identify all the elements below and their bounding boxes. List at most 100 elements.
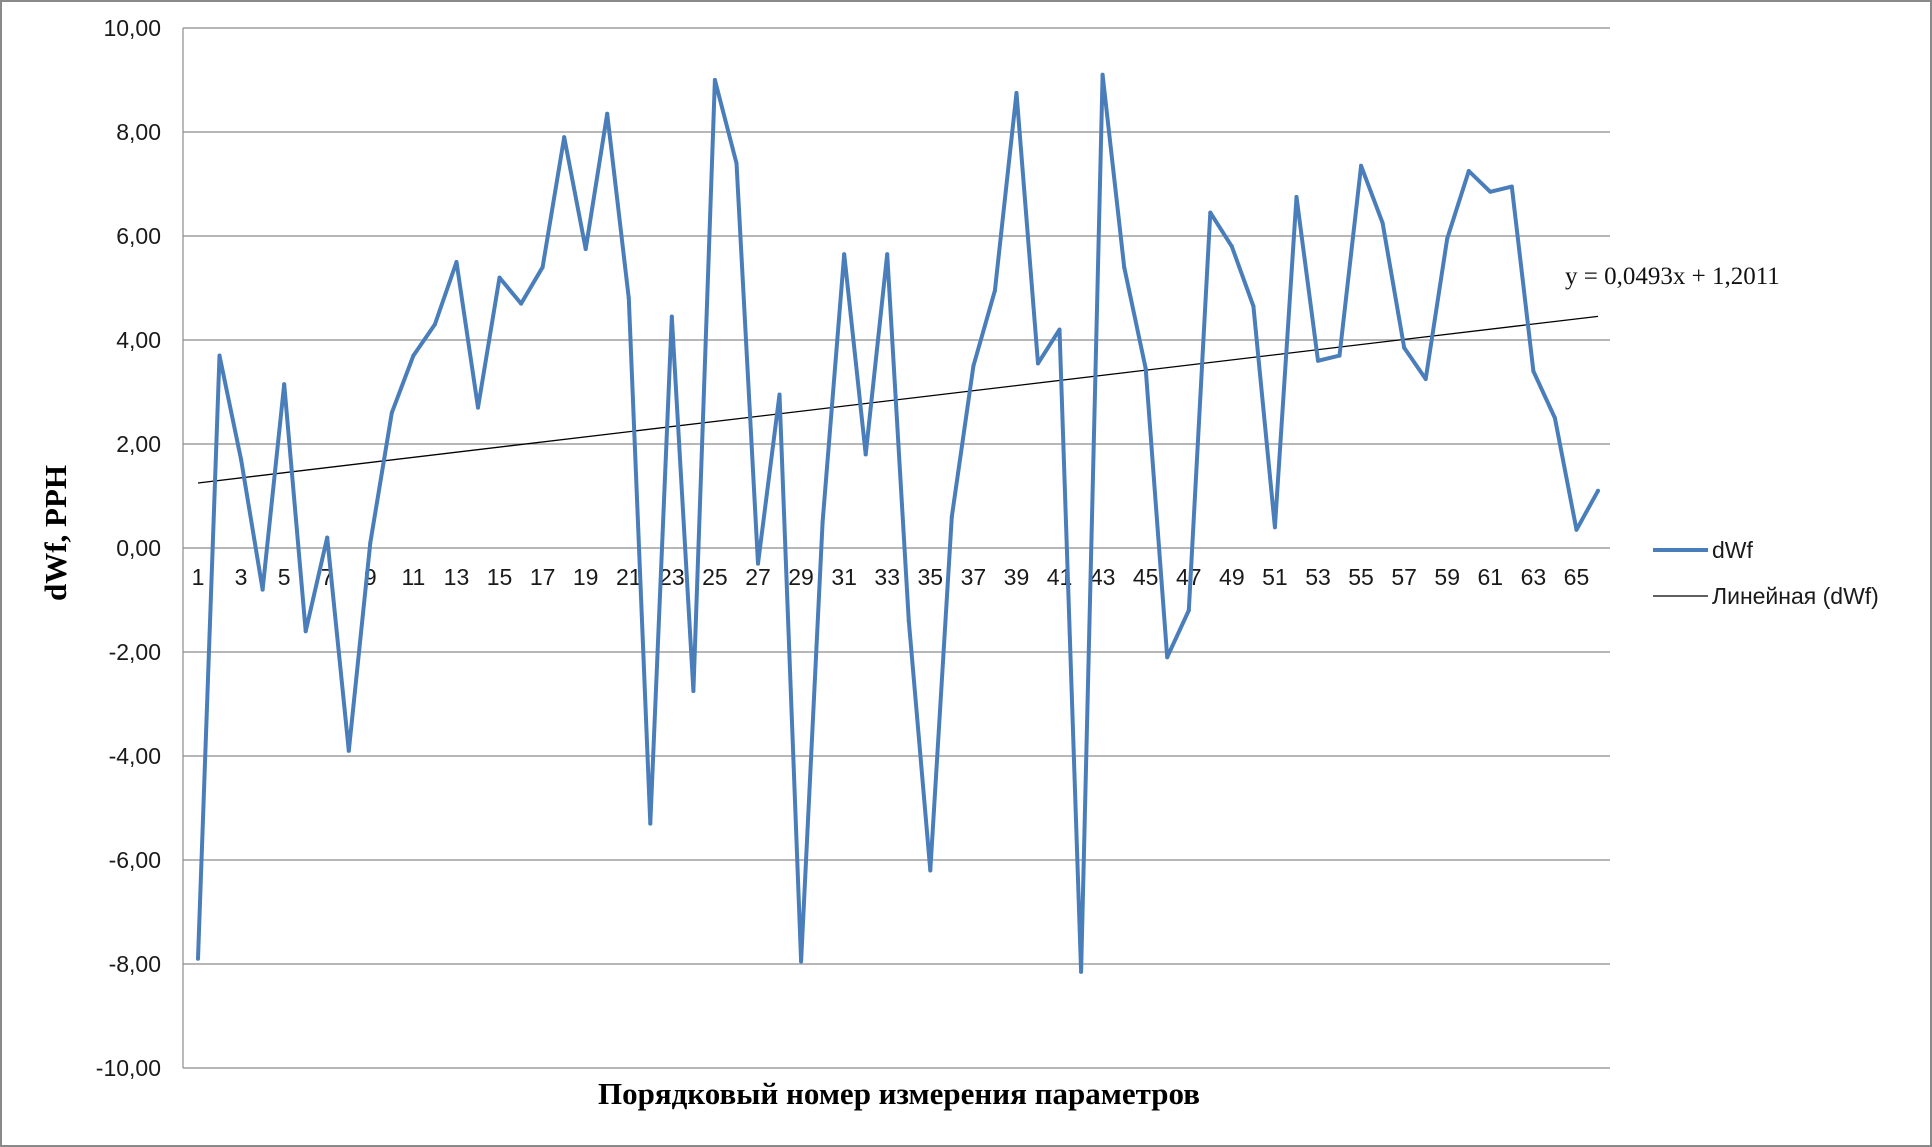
data-point	[1552, 416, 1557, 420]
x-tick-label: 21	[616, 564, 642, 590]
x-tick-label: 55	[1348, 564, 1374, 590]
y-tick-label: 4,00	[116, 327, 161, 353]
x-tick-label: 15	[487, 564, 513, 590]
data-point	[885, 252, 890, 257]
data-point	[303, 629, 308, 634]
y-tick-label: -10,00	[96, 1055, 161, 1081]
data-point	[734, 161, 739, 166]
data-point	[540, 265, 545, 270]
data-point	[1294, 195, 1299, 199]
data-point	[346, 748, 351, 753]
y-tick-label: -4,00	[109, 743, 161, 769]
trendline-equation: y = 0,0493x + 1,2011	[1565, 263, 1780, 290]
legend-label-dWf: dWf	[1712, 537, 1754, 563]
y-tick-label: -8,00	[109, 951, 161, 977]
data-point	[1143, 366, 1148, 371]
x-axis-title: Порядковый номер измерения параметров	[598, 1076, 1200, 1111]
y-tick-label: 0,00	[116, 535, 161, 561]
data-point	[669, 314, 674, 319]
y-tick-label: -2,00	[109, 639, 161, 665]
data-point	[1574, 527, 1579, 532]
x-tick-label: 43	[1090, 564, 1116, 590]
data-point	[1251, 304, 1256, 309]
data-point	[992, 288, 997, 293]
x-tick-label: 1	[192, 564, 205, 590]
grid-lines	[182, 27, 1610, 1069]
data-point	[971, 364, 976, 368]
x-tick-label: 57	[1391, 564, 1417, 590]
y-axis-title: dWf, PPH	[38, 465, 73, 601]
x-axis-ticks: 1 3 5 7 9 11 13 15 17 19 21 23 25 27 29 31 33 35 37 39 41 43 4…	[192, 564, 1590, 590]
x-tick-label: 35	[918, 564, 944, 590]
series-line-dWf	[196, 72, 1600, 974]
x-tick-label: 23	[659, 564, 685, 590]
data-point	[1531, 369, 1536, 374]
y-tick-label: -6,00	[109, 847, 161, 873]
data-point	[1423, 377, 1428, 381]
data-point	[1036, 361, 1040, 366]
x-tick-label: 17	[530, 564, 556, 590]
data-point	[820, 520, 825, 524]
data-point	[842, 252, 847, 257]
trendline	[197, 315, 1599, 484]
data-point	[712, 78, 717, 82]
data-point	[1488, 189, 1493, 194]
data-point	[1337, 353, 1342, 358]
data-point	[239, 457, 244, 462]
data-point	[368, 540, 373, 545]
y-tick-label: 2,00	[116, 431, 161, 457]
data-point	[282, 382, 287, 387]
data-point	[325, 535, 330, 540]
data-point	[196, 956, 200, 961]
x-tick-label: 63	[1521, 564, 1547, 590]
data-point	[949, 514, 954, 519]
legend: dWf Линейная (dWf)	[1653, 537, 1879, 609]
x-tick-label: 53	[1305, 564, 1331, 590]
data-point	[260, 587, 265, 592]
data-point	[1208, 210, 1213, 215]
data-point	[777, 392, 782, 397]
x-tick-label: 3	[235, 564, 248, 590]
data-point	[1272, 525, 1277, 530]
data-point	[1057, 327, 1062, 332]
legend-label-trend: Линейная (dWf)	[1712, 583, 1879, 609]
data-point	[454, 260, 459, 264]
data-point	[1402, 345, 1407, 350]
data-point	[1466, 169, 1471, 173]
data-point	[562, 135, 567, 140]
data-point	[626, 296, 631, 301]
data-point	[1316, 358, 1320, 363]
x-tick-label: 61	[1478, 564, 1504, 590]
data-point	[1359, 163, 1364, 168]
x-tick-label: 49	[1219, 564, 1245, 590]
data-point	[389, 410, 394, 415]
data-point	[863, 452, 868, 457]
x-tick-label: 45	[1133, 564, 1159, 590]
data-point	[411, 353, 416, 358]
y-tick-label: 8,00	[116, 119, 161, 145]
x-tick-label: 59	[1434, 564, 1460, 590]
x-tick-label: 11	[401, 564, 425, 590]
x-tick-label: 13	[444, 564, 470, 590]
data-point	[432, 322, 437, 327]
data-point	[217, 353, 222, 358]
data-point	[928, 868, 933, 873]
data-point	[799, 959, 804, 964]
x-tick-label: 65	[1564, 564, 1590, 590]
data-point	[605, 111, 610, 116]
x-tick-label: 33	[874, 564, 900, 590]
x-tick-label: 27	[745, 564, 771, 590]
data-point	[1014, 91, 1019, 95]
data-point	[648, 821, 653, 826]
data-point	[1229, 244, 1234, 249]
data-point	[497, 275, 502, 280]
data-point	[1596, 488, 1600, 493]
data-point	[906, 618, 911, 623]
data-point	[583, 247, 588, 251]
x-tick-label: 37	[961, 564, 987, 590]
series-points	[196, 72, 1600, 974]
data-point	[756, 561, 760, 566]
data-point	[1509, 184, 1514, 189]
